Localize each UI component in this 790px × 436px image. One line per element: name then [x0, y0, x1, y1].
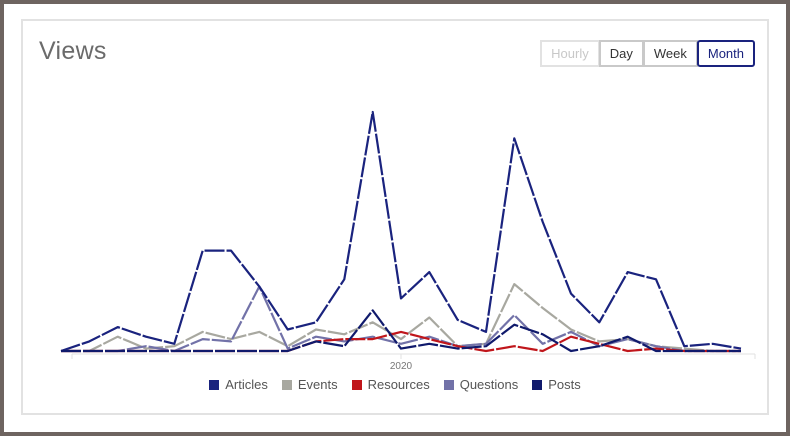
screenshot-frame: Views Hourly Day Week Month 2020 Article… [4, 4, 786, 432]
legend-item-questions[interactable]: Questions [443, 377, 519, 392]
range-button-day[interactable]: Day [598, 40, 644, 67]
legend-swatch [351, 379, 362, 390]
chart-legend: Articles Events Resources Questions Post… [23, 377, 767, 392]
series-layer [60, 110, 742, 353]
legend-swatch [209, 379, 220, 390]
series-line-events [61, 283, 741, 353]
range-button-hourly[interactable]: Hourly [540, 40, 600, 67]
x-tick-label-2020: 2020 [390, 361, 413, 372]
series-line-posts [61, 309, 741, 353]
legend-swatch [532, 379, 543, 390]
series-line-articles [60, 110, 742, 353]
legend-label: Events [297, 377, 338, 392]
legend-label: Posts [548, 377, 581, 392]
range-button-month[interactable]: Month [696, 40, 755, 67]
legend-item-articles[interactable]: Articles [209, 377, 268, 392]
legend-item-events[interactable]: Events [281, 377, 338, 392]
time-range-toggle: Hourly Day Week Month [540, 40, 755, 67]
legend-item-resources[interactable]: Resources [351, 377, 430, 392]
legend-swatch [443, 379, 454, 390]
range-button-week[interactable]: Week [642, 40, 698, 67]
legend-item-posts[interactable]: Posts [532, 377, 581, 392]
legend-swatch [281, 379, 292, 390]
views-card: Views Hourly Day Week Month 2020 Article… [21, 19, 769, 415]
legend-label: Resources [367, 377, 430, 392]
legend-label: Questions [459, 377, 519, 392]
legend-label: Articles [225, 377, 268, 392]
card-title: Views [39, 37, 107, 65]
views-line-chart: 2020 [60, 110, 756, 372]
